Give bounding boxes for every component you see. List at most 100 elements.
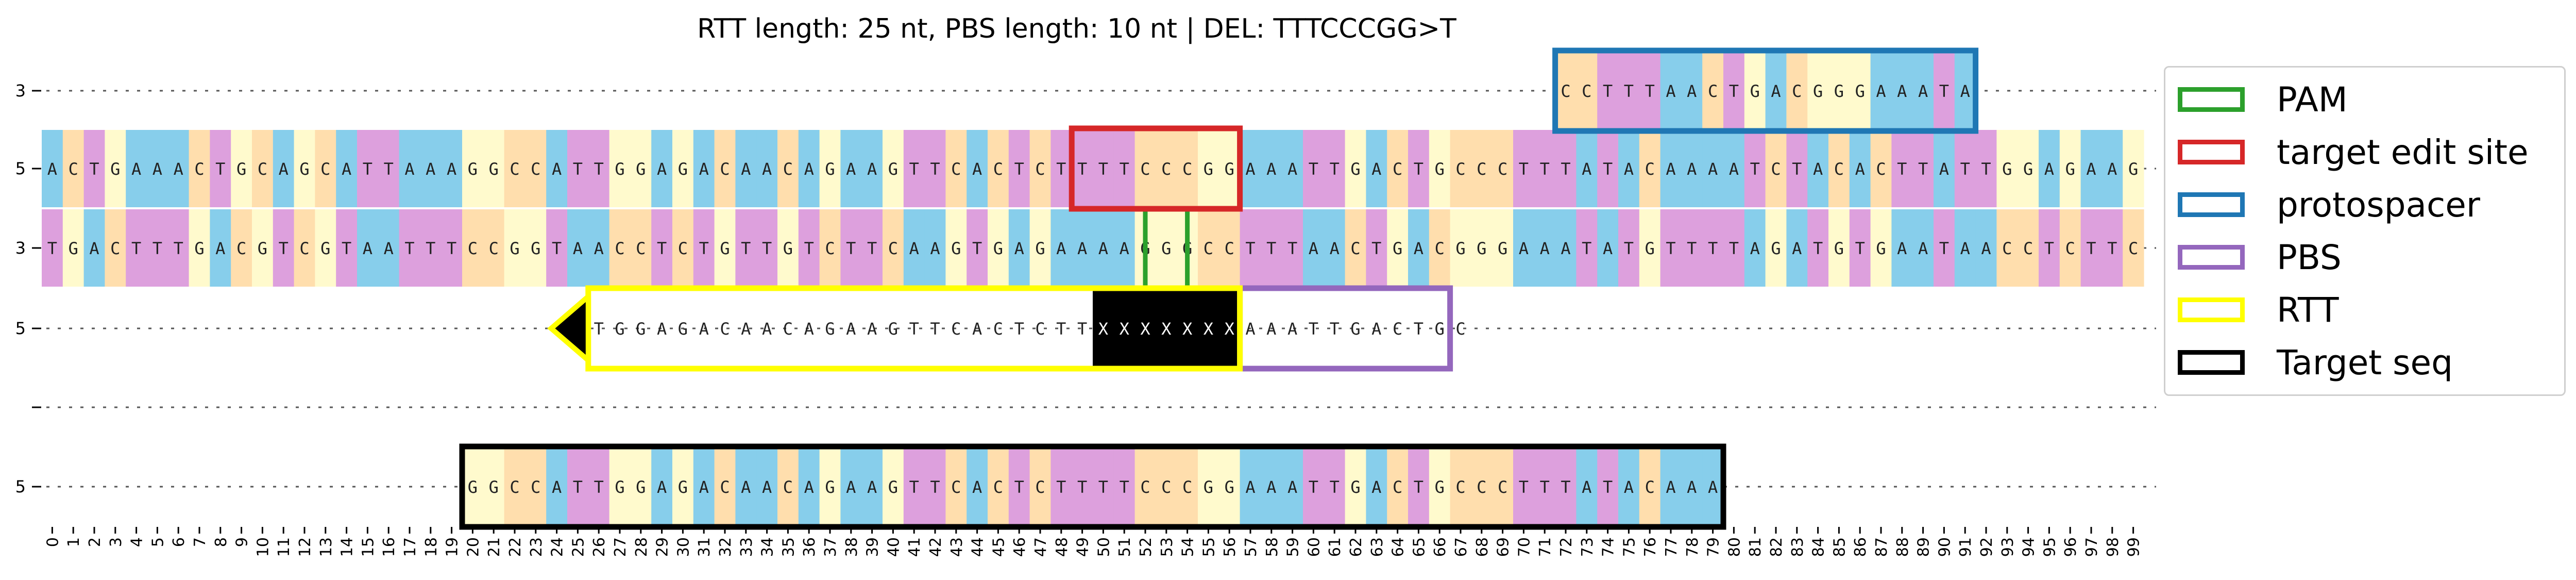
base-letter: C [510,477,519,497]
base-letter: C [720,159,730,179]
base-cell [1828,52,1850,129]
base-letter: C [110,239,120,258]
x-tick-label: 58 [1263,537,1281,557]
base-letter: G [888,159,898,179]
base-cell [567,209,589,287]
base-cell [1282,448,1303,525]
base-cell [1849,209,1871,287]
base-letter: G [468,477,478,497]
base-letter: C [783,477,793,497]
base-letter: T [930,159,940,179]
base-cell [883,130,904,207]
base-cell [714,448,736,525]
base-letter: A [426,159,435,179]
base-cell [273,130,295,207]
base-letter: C [1582,81,1591,101]
legend-item: RTT [2178,289,2339,330]
chart-title: RTT length: 25 nt, PBS length: 10 nt | D… [697,13,1456,44]
legend-item: PBS [2178,237,2342,278]
base-cell [357,209,379,287]
base-cell [861,448,883,525]
base-cell [609,209,631,287]
base-letter: C [1393,477,1402,497]
base-letter: C [1182,159,1192,179]
base-cell [1471,209,1493,287]
base-cell [1050,448,1072,525]
base-cell [252,130,274,207]
base-letter: T [1098,477,1108,497]
base-letter: A [1729,159,1739,179]
base-letter: C [1498,159,1507,179]
x-tick-label: 65 [1410,537,1428,557]
legend-item: Target seq [2178,342,2453,383]
base-cell [1261,130,1282,207]
x-tick-label: 9 [233,537,251,547]
base-cell [483,130,505,207]
base-cell [945,130,967,207]
base-letter: G [1876,239,1886,258]
x-tick-label: 83 [1789,537,1807,557]
base-letter: T [1939,239,1949,258]
base-cell [294,209,315,287]
base-cell [1324,130,1346,207]
x-tick-label: 40 [885,537,903,557]
base-letter: G [993,239,1003,258]
base-letter: A [1266,159,1276,179]
base-letter: G [1455,239,1465,258]
base-cell [1681,448,1703,525]
base-cell [1744,130,1766,207]
base-letter: C [720,319,730,339]
base-cell [315,209,336,287]
base-cell [1177,290,1198,367]
base-letter: G [1393,239,1402,258]
base-cell [777,130,799,207]
base-letter: C [1561,81,1570,101]
base-letter: G [1771,239,1781,258]
base-letter: G [1477,239,1486,258]
x-tick-label: 45 [990,537,1008,557]
x-tick-label: 27 [612,537,630,557]
base-letter: T [930,319,940,339]
base-letter: A [804,319,814,339]
base-letter: G [531,239,540,258]
base-letter: G [2128,159,2138,179]
base-cell [1366,448,1387,525]
base-cell [1744,209,1766,287]
base-cell [1849,52,1871,129]
x-tick-label: 63 [1368,537,1386,557]
base-cell [1555,52,1577,129]
base-letter: X [1182,319,1192,339]
base-letter: G [825,159,835,179]
base-letter: A [2086,159,2096,179]
x-tick-label: 74 [1600,537,1618,557]
legend-swatch [2178,350,2245,375]
base-letter: T [1855,239,1865,258]
base-letter: C [1140,477,1150,497]
base-cell [2123,209,2144,287]
base-letter: T [909,159,919,179]
base-cell [1261,209,1282,287]
base-cell [1450,130,1471,207]
x-tick-label: 36 [801,537,819,557]
base-letter: A [131,159,141,179]
base-letter: T [215,159,225,179]
base-cell [1597,52,1619,129]
base-letter: C [993,319,1003,339]
base-cell [609,130,631,207]
base-letter: T [1414,319,1423,339]
x-tick-label: 84 [1810,537,1828,557]
base-letter: T [1414,477,1423,497]
base-letter: A [1309,239,1318,258]
base-letter: A [1897,239,1907,258]
legend-item: target edit site [2178,131,2529,173]
base-letter: T [594,477,604,497]
base-cell [1912,52,1934,129]
base-cell [1324,209,1346,287]
base-letter: A [846,477,856,497]
x-tick-label: 17 [401,537,419,557]
base-letter: C [1477,477,1486,497]
base-letter: C [2128,239,2138,258]
base-letter: A [1371,319,1381,339]
base-letter: G [636,477,646,497]
base-cell [924,130,946,207]
